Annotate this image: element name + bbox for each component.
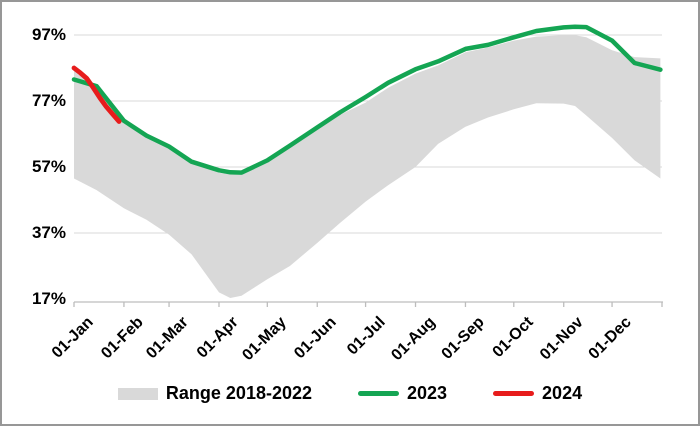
legend-item-2024: 2024 [493,383,582,404]
legend-label-2023: 2023 [407,383,448,403]
y-axis-label: 97% [31,25,66,44]
y-axis-label: 17% [31,289,66,308]
legend: Range 2018-2022 2023 2024 [2,383,698,404]
y-axis-label: 37% [31,223,66,242]
legend-label-2024: 2024 [542,383,583,403]
legend-swatch-2023-line [358,391,399,396]
y-axis-label: 77% [31,91,66,110]
y-axis-label: 57% [31,157,66,176]
legend-item-2023: 2023 [358,383,447,404]
legend-swatch-2024-line [493,391,535,396]
legend-swatch-range-band [117,387,158,400]
line-2024 [71,65,122,124]
legend-label-range: Range 2018-2022 [165,383,312,403]
legend-item-range: Range 2018-2022 [117,383,312,404]
range-band-area [74,35,661,299]
line-2023 [71,24,663,175]
